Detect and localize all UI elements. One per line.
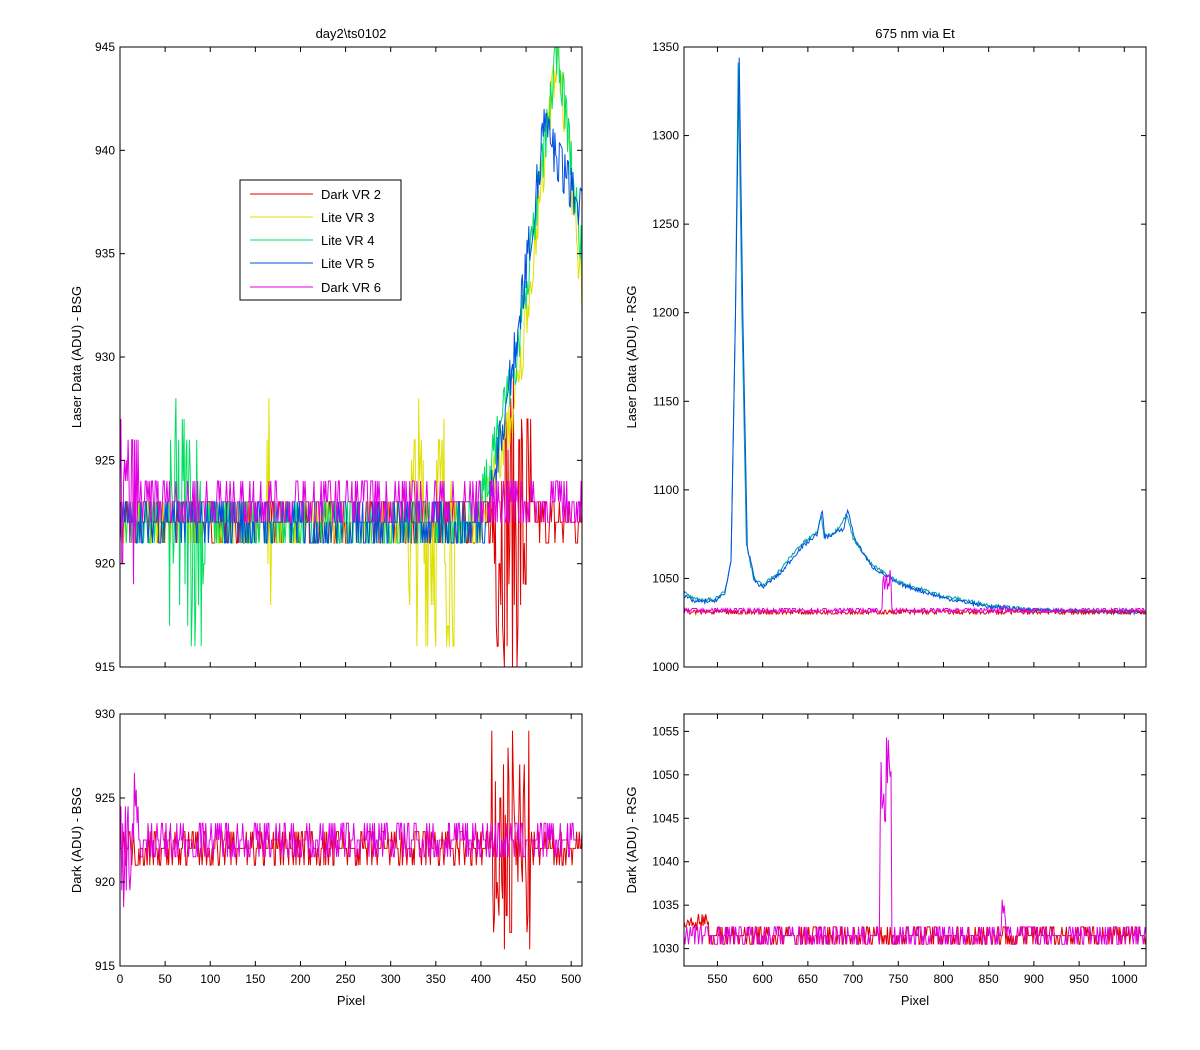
y-tick-label: 930 (95, 350, 115, 364)
legend-entry: Lite VR 5 (250, 256, 374, 271)
plot-area: 0 50 100 150 200 250 300 350 400 450 500 915 920 925 9… (95, 707, 583, 986)
plot-area: 1000 1050 1100 1150 1200 1250 1300 1350 (652, 40, 1147, 674)
x-tick-label: 150 (245, 972, 265, 986)
legend-label: Lite VR 3 (321, 210, 374, 225)
series-group (120, 730, 582, 950)
x-tick-label: 550 (707, 972, 727, 986)
y-tick-label: 1350 (652, 40, 679, 54)
x-tick-label: 800 (933, 972, 953, 986)
x-tick-label: 300 (381, 972, 401, 986)
plot-background (684, 714, 1146, 966)
legend-label: Dark VR 2 (321, 187, 381, 202)
panel-bottom-right: Dark (ADU) - RSG Pixel 550 600 650 700 750 80… (624, 713, 1147, 1008)
x-tick-label: 750 (888, 972, 908, 986)
series-line-4 (120, 108, 582, 544)
legend-label: Lite VR 5 (321, 256, 374, 271)
legend-entry: Lite VR 4 (250, 233, 374, 248)
y-tick-label: 925 (95, 453, 115, 467)
panel-top-right: 675 nm via Et Laser Data (ADU) - RSG 100… (624, 26, 1147, 674)
x-axis-label: Pixel (901, 993, 929, 1008)
y-tick-label: 1035 (652, 898, 679, 912)
legend: Dark VR 2 Lite VR 3 Lite VR 4 Lite VR 5 … (239, 179, 402, 301)
y-tick-label: 940 (95, 143, 115, 157)
legend-entry: Lite VR 3 (250, 210, 374, 225)
x-tick-label: 850 (979, 972, 999, 986)
series-group (684, 57, 1146, 616)
y-axis-label: Laser Data (ADU) - RSG (624, 285, 639, 428)
x-tick-label: 250 (336, 972, 356, 986)
legend-label: Lite VR 4 (321, 233, 374, 248)
y-tick-label: 1030 (652, 942, 679, 956)
x-tick-label: 100 (200, 972, 220, 986)
y-tick-label: 925 (95, 791, 115, 805)
plot-area: 915 920 925 930 935 940 945 (95, 40, 583, 674)
y-tick-label: 920 (95, 557, 115, 571)
legend-entry: Dark VR 6 (250, 280, 381, 295)
y-tick-label: 930 (95, 707, 115, 721)
x-tick-label: 500 (561, 972, 581, 986)
y-tick-label: 1055 (652, 724, 679, 738)
x-tick-label: 50 (158, 972, 172, 986)
y-axis-label: Dark (ADU) - RSG (624, 787, 639, 894)
series-line-5 (120, 418, 582, 585)
x-tick-label: 900 (1024, 972, 1044, 986)
y-tick-label: 1200 (652, 306, 679, 320)
axes-frame (683, 713, 1147, 967)
y-tick-label: 1100 (653, 483, 679, 497)
series-line-1 (684, 913, 1146, 945)
y-tick-label: 935 (95, 247, 115, 261)
y-tick-label: 1040 (652, 855, 679, 869)
y-tick-label: 1300 (652, 129, 679, 143)
x-tick-label: 450 (516, 972, 536, 986)
y-axis-label: Laser Data (ADU) - BSG (69, 286, 84, 428)
x-tick-label: 400 (471, 972, 491, 986)
y-tick-label: 1000 (652, 660, 679, 674)
x-tick-label: 650 (798, 972, 818, 986)
series-group (684, 737, 1146, 945)
x-tick-label: 600 (753, 972, 773, 986)
x-tick-label: 950 (1069, 972, 1089, 986)
x-tick-label: 700 (843, 972, 863, 986)
series-group (120, 47, 582, 667)
chart-title: day2\ts0102 (316, 26, 387, 41)
panel-bottom-left: Dark (ADU) - BSG Pixel 0 50 100 150 200 250 30… (69, 707, 583, 1008)
y-tick-label: 1250 (652, 217, 679, 231)
y-tick-label: 920 (95, 875, 115, 889)
y-tick-label: 915 (95, 660, 115, 674)
legend-label: Dark VR 6 (321, 280, 381, 295)
y-tick-label: 945 (95, 40, 115, 54)
axes-frame (683, 46, 1147, 668)
series-line-4 (684, 569, 1146, 615)
y-tick-label: 1150 (653, 394, 679, 408)
y-tick-label: 1045 (652, 811, 679, 825)
y-tick-label: 1050 (652, 768, 679, 782)
series-line-1 (684, 62, 1146, 616)
x-tick-label: 350 (426, 972, 446, 986)
series-line-2 (120, 772, 582, 908)
plot-area: 550 600 650 700 750 800 850 900 950 1000 1030 1035 1… (652, 713, 1147, 986)
y-tick-label: 915 (95, 959, 115, 973)
legend-entry: Dark VR 2 (250, 187, 381, 202)
series-line-2 (684, 737, 1146, 945)
y-tick-label: 1050 (652, 571, 679, 585)
x-tick-label: 1000 (1111, 972, 1138, 986)
plot-background (684, 47, 1146, 667)
panel-top-left: day2\ts0102 Laser Data (ADU) - BSG 915 92… (69, 26, 583, 674)
x-axis-label: Pixel (337, 993, 365, 1008)
chart-title: 675 nm via Et (875, 26, 955, 41)
y-axis-label: Dark (ADU) - BSG (69, 787, 84, 893)
axes-frame (119, 713, 583, 967)
x-tick-label: 0 (117, 972, 124, 986)
x-tick-label: 200 (290, 972, 310, 986)
